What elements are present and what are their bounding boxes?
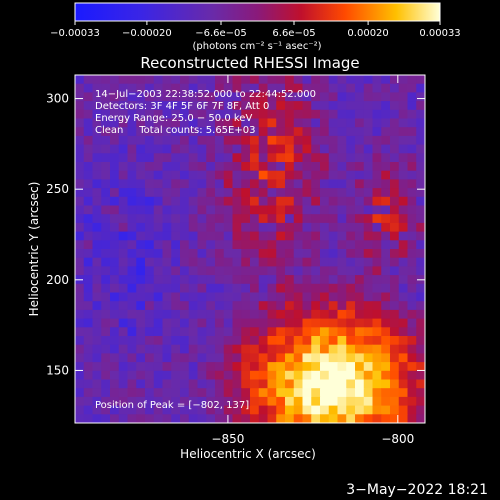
y-axis-label: Heliocentric Y (arcsec) xyxy=(27,182,41,317)
colorbar-tick-label: 0.00033 xyxy=(419,28,460,39)
plot-frame xyxy=(74,74,426,424)
colorbar-ticks: −0.00033 −0.00020 −6.6e−05 6.6e−05 0.00020 0.… xyxy=(50,21,461,39)
annotation-energy-range: Energy Range: 25.0 − 50.0 keV xyxy=(95,113,252,124)
x-axis: −850−800−750 xyxy=(211,75,414,446)
colorbar-tick-label: 6.6e−05 xyxy=(272,28,315,39)
peak-position-label: Position of Peak = [−802, 137] xyxy=(95,400,249,411)
footer-date: 3−May−2022 18:21 xyxy=(346,482,488,498)
x-tick-label: −850 xyxy=(211,432,244,446)
y-tick-label: 300 xyxy=(46,92,69,106)
colorbar-bar xyxy=(74,2,441,22)
chart-title: Reconstructed RHESSI Image xyxy=(140,54,359,72)
observation-annotations: 14−Jul−2003 22:38:52.000 to 22:44:52.000… xyxy=(95,89,316,136)
heatmap-image xyxy=(75,75,425,423)
x-tick-label: −800 xyxy=(381,432,414,446)
colorbar-tick-label: −0.00020 xyxy=(122,28,172,39)
colorbar: −0.00033 −0.00020 −6.6e−05 6.6e−05 0.00020 0.… xyxy=(50,2,461,52)
colorbar-tick-label: −6.6e−05 xyxy=(195,28,247,39)
colorbar-tick-label: −0.00033 xyxy=(50,28,100,39)
annotation-clean-counts: Clean Total counts: 5.65E+03 xyxy=(95,125,255,136)
x-axis-label: Heliocentric X (arcsec) xyxy=(180,447,316,461)
y-tick-label: 250 xyxy=(46,182,69,196)
colorbar-unit-label: (photons cm⁻² s⁻¹ asec⁻²) xyxy=(192,41,321,52)
y-tick-label: 200 xyxy=(46,273,69,287)
colorbar-tick-label: 0.00020 xyxy=(347,28,388,39)
y-tick-label: 150 xyxy=(46,363,69,377)
annotation-detectors: Detectors: 3F 4F 5F 6F 7F 8F, Att 0 xyxy=(95,101,269,112)
annotation-time-range: 14−Jul−2003 22:38:52.000 to 22:44:52.000 xyxy=(95,89,316,100)
y-axis: 150 200 250 300 xyxy=(46,92,425,377)
